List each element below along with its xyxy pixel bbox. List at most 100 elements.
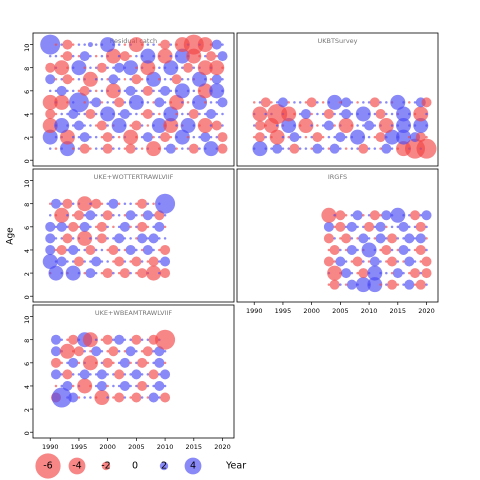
bubble-point xyxy=(135,112,138,116)
bubble-point xyxy=(89,396,92,399)
bubble-point xyxy=(129,54,132,58)
bubble-point xyxy=(327,248,331,252)
bubble-point xyxy=(206,51,217,62)
bubble-point xyxy=(254,120,265,131)
bubble-point xyxy=(89,237,92,240)
bubble-point xyxy=(425,225,428,229)
bubble-point xyxy=(77,225,81,229)
bubble-point xyxy=(54,237,58,240)
bubble-point xyxy=(252,101,256,104)
bubble-point xyxy=(112,338,115,341)
bubble-point xyxy=(48,202,52,205)
bubble-point xyxy=(94,225,98,229)
bubble-point xyxy=(350,124,354,127)
bubble-point xyxy=(188,143,199,154)
bubble-point xyxy=(96,369,107,380)
bubble-point xyxy=(71,350,75,353)
bubble-point xyxy=(60,384,63,388)
bubble-point xyxy=(373,112,377,116)
bubble-point xyxy=(146,225,150,229)
y-tick-label: 8 xyxy=(23,203,31,207)
bubble-point xyxy=(398,244,409,255)
bubble-point xyxy=(252,135,256,139)
bubble-point xyxy=(131,392,142,403)
bubble-point xyxy=(385,260,388,263)
bubble-point xyxy=(356,147,359,150)
bubble-point xyxy=(358,143,369,154)
bubble-point xyxy=(338,118,354,134)
bubble-point xyxy=(96,380,107,391)
bubble-point xyxy=(298,147,302,150)
bubble-point xyxy=(408,112,411,116)
bubble-point xyxy=(344,248,348,252)
bubble-point xyxy=(114,334,125,345)
bubble-point xyxy=(94,338,98,341)
bubble-point xyxy=(269,129,285,145)
bubble-point xyxy=(62,233,73,244)
bubble-point xyxy=(158,89,161,93)
bubble-point xyxy=(100,248,104,252)
bubble-point xyxy=(140,60,156,76)
bubble-point xyxy=(188,108,199,119)
bubble-point xyxy=(140,338,144,341)
bubble-point xyxy=(154,380,165,391)
bubble-point xyxy=(192,89,196,93)
bubble-point xyxy=(66,225,69,229)
bubble-point xyxy=(160,39,171,50)
bubble-point xyxy=(390,112,394,116)
bubble-point xyxy=(106,101,109,104)
bubble-point xyxy=(142,108,153,119)
bubble-point xyxy=(298,135,302,139)
legend-label: 2 xyxy=(161,461,167,472)
bubble-point xyxy=(131,74,142,85)
bubble-point xyxy=(272,143,283,154)
bubble-point xyxy=(140,48,156,64)
y-tick-label: 8 xyxy=(23,339,31,343)
bubble-point xyxy=(186,89,190,93)
bubble-point xyxy=(396,237,400,240)
bubble-point xyxy=(100,202,104,205)
bubble-point xyxy=(45,244,56,255)
bubble-point xyxy=(387,279,398,290)
x-tick-label: 2020 xyxy=(214,443,231,451)
bubble-point xyxy=(413,248,417,252)
bubble-point xyxy=(350,271,354,275)
bubble-point xyxy=(323,108,334,119)
bubble-point xyxy=(379,147,382,150)
bubble-point xyxy=(82,355,98,371)
bubble-point xyxy=(129,260,132,263)
bubble-point xyxy=(215,135,219,139)
bubble-point xyxy=(129,384,132,388)
bubble-point xyxy=(71,260,75,263)
bubble-point xyxy=(40,34,61,55)
bubble-point xyxy=(54,94,70,110)
bubble-point xyxy=(158,66,161,69)
bubble-point xyxy=(42,254,58,270)
bubble-point xyxy=(335,210,346,221)
bubble-point xyxy=(137,268,148,279)
bubble-point xyxy=(163,225,167,229)
panel-frame xyxy=(236,168,439,303)
bubble-point xyxy=(79,143,90,154)
y-tick-label: 2 xyxy=(23,408,31,412)
bubble-point xyxy=(142,132,153,143)
bubble-point xyxy=(96,62,107,73)
bubble-point xyxy=(54,89,58,93)
bubble-point xyxy=(163,361,167,365)
bubble-point xyxy=(117,78,121,81)
bubble-point xyxy=(341,268,352,279)
bubble-point xyxy=(181,78,184,81)
bubble-point xyxy=(413,237,417,240)
bubble-point xyxy=(91,198,102,209)
bubble-point xyxy=(146,396,150,399)
bubble-point xyxy=(327,147,331,150)
bubble-point xyxy=(48,54,52,58)
bubble-point xyxy=(252,141,268,157)
bubble-point xyxy=(137,233,148,244)
bubble-point xyxy=(62,74,73,85)
bubble-point xyxy=(192,66,196,69)
bubble-point xyxy=(96,120,107,131)
bubble-point xyxy=(56,244,67,255)
bubble-point xyxy=(48,147,52,150)
